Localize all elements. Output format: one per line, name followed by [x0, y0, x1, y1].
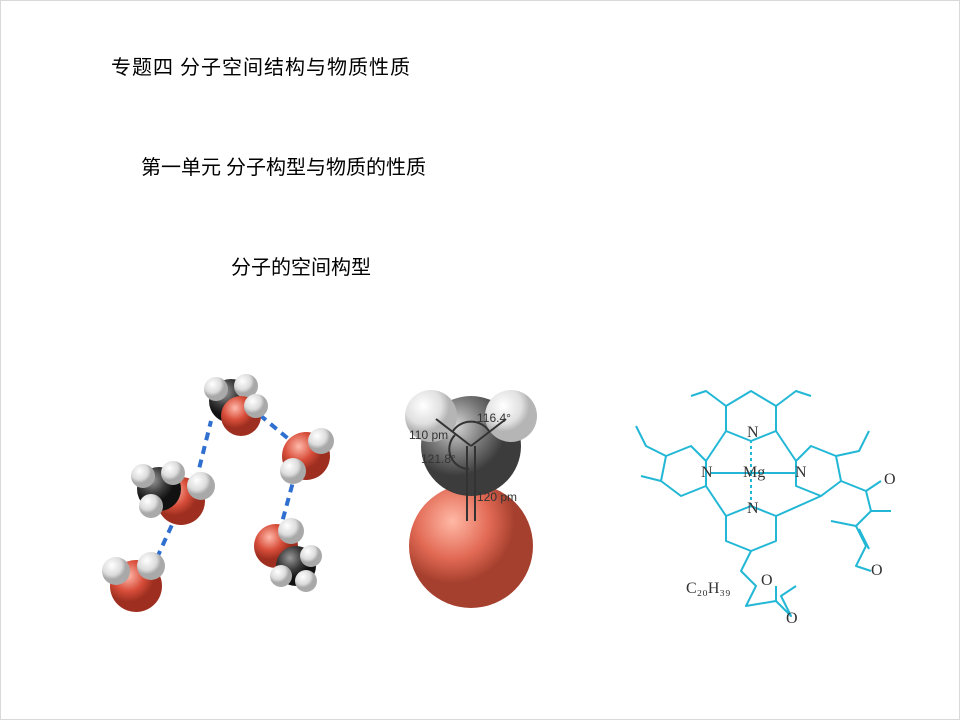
label-o2: O — [786, 610, 798, 627]
label-mg: Mg — [743, 464, 765, 481]
label-tail: C₂₀H₃₉ — [686, 580, 731, 597]
label-o4: O — [884, 471, 896, 488]
label-o1: O — [761, 572, 773, 589]
label-n-right: N — [795, 464, 807, 481]
label-o3: O — [871, 562, 883, 579]
label-angle-hch: 116.4° — [477, 411, 511, 425]
figure-row: 116.4° 110 pm 121.8° 120 pm — [81, 361, 881, 661]
figure-formaldehyde: 116.4° 110 pm 121.8° 120 pm — [381, 371, 561, 611]
heading-topic: 专题四 分子空间结构与物质性质 — [111, 51, 411, 80]
figure-chlorophyll: Mg N N N N C₂₀H₃₉ O O O O — [601, 361, 901, 631]
label-n-left: N — [701, 464, 713, 481]
heading-section: 分子的空间构型 — [231, 251, 371, 280]
label-bond-co: 120 pm — [477, 490, 517, 504]
heading-unit: 第一单元 分子构型与物质的性质 — [141, 151, 426, 180]
label-bond-ch: 110 pm — [409, 428, 448, 442]
label-n-bottom: N — [747, 500, 759, 517]
label-n-top: N — [747, 424, 759, 441]
figure-hbond-cluster — [81, 361, 361, 631]
label-angle-hco: 121.8° — [421, 452, 456, 466]
slide: 专题四 分子空间结构与物质性质 第一单元 分子构型与物质的性质 分子的空间构型 — [0, 0, 960, 720]
